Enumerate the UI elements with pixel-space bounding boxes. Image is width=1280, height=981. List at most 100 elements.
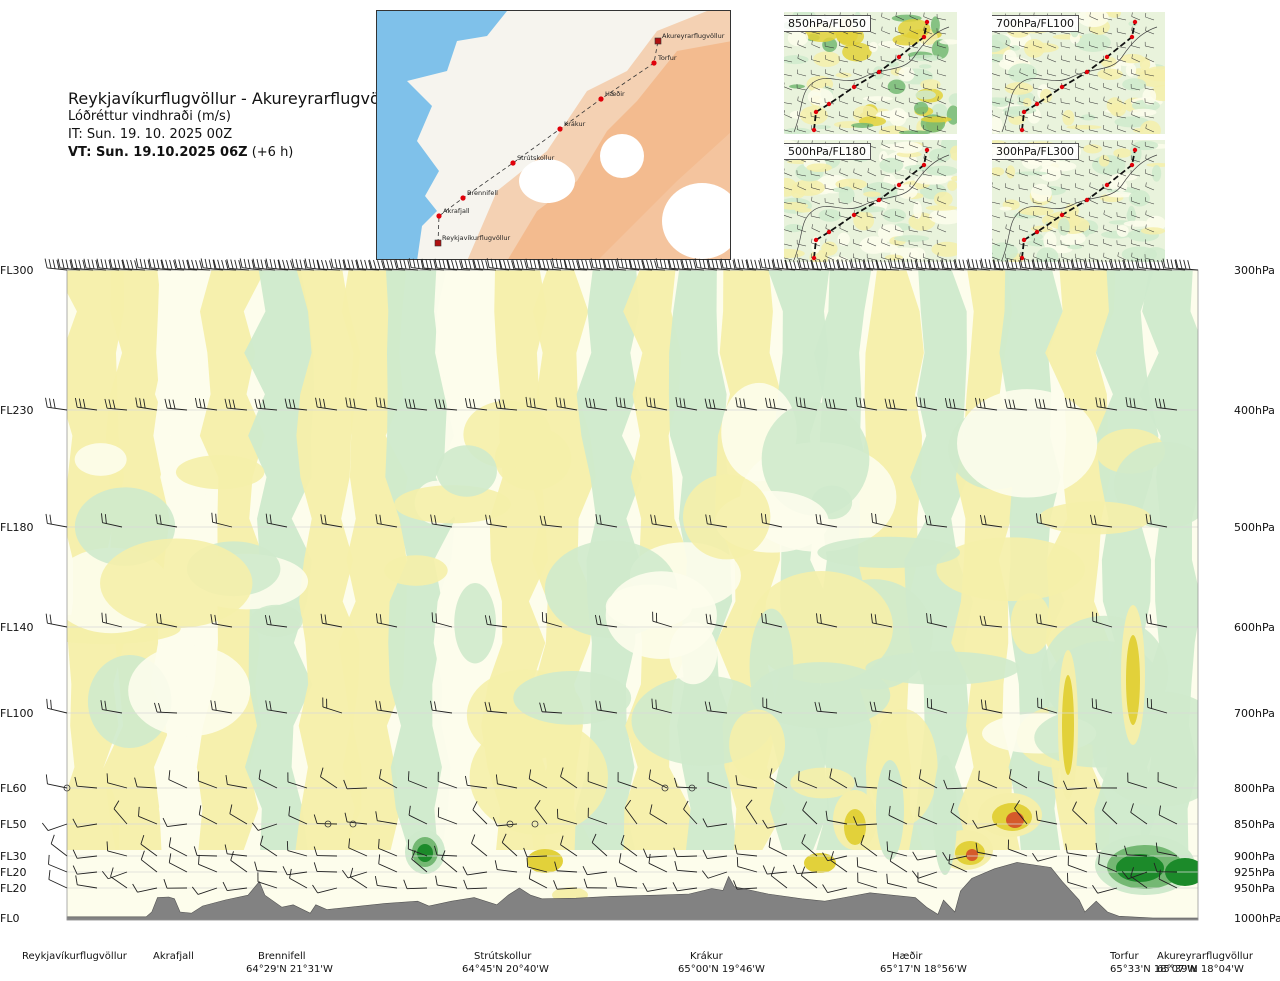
wind-barb (837, 259, 861, 271)
waypoint-label: Torfur (657, 54, 677, 62)
mini-wind-barb (895, 196, 905, 205)
mini-wind-barb (1131, 252, 1141, 261)
mini-wind-barb (937, 41, 947, 49)
field-cell (761, 402, 870, 516)
mini-wind-barb (1032, 126, 1043, 133)
mini-wind-barb (923, 182, 933, 191)
wind-barb (1162, 258, 1186, 271)
station-coord: 65°00'N 19°46'W (678, 964, 765, 975)
mini-wind-barb (1018, 184, 1029, 191)
mini-wind-barb (1117, 182, 1127, 191)
mini-route-line (813, 149, 928, 259)
mini-wind-barb (867, 96, 877, 105)
mini-wind-barb (937, 224, 947, 233)
y-tick-left: FL0 (0, 912, 19, 925)
wind-barb (734, 844, 758, 857)
calm-circle (63, 784, 71, 792)
mini-map-cell (875, 243, 899, 253)
mini-wind-barb (1103, 27, 1113, 35)
wind-barb (587, 807, 608, 825)
mini-wind-barb (810, 97, 821, 105)
mini-map-cell (1098, 155, 1110, 167)
wind-barb (735, 775, 758, 789)
wind-barb (616, 258, 640, 271)
mini-map-cell (1114, 116, 1150, 128)
mini-wind-barb (1103, 141, 1113, 149)
mini-wind-barb (811, 55, 821, 63)
mini-waypoint (826, 229, 832, 235)
wind-barb (200, 258, 224, 271)
mini-wind-barb (937, 168, 947, 177)
mini-wind-barb (1005, 96, 1015, 105)
mini-map-cell (913, 101, 929, 115)
wind-barb (801, 834, 818, 857)
wind-barb (1097, 259, 1121, 271)
mini-wind-barb (1060, 98, 1071, 105)
mini-wind-barb (937, 125, 947, 133)
wind-barb (154, 702, 178, 714)
wind-barb (122, 259, 146, 271)
mini-wind-barb (1005, 125, 1015, 133)
mini-map-300-label: 300hPa/FL300 (992, 143, 1080, 160)
mini-wind-barb (923, 197, 933, 205)
waypoint-marker (460, 195, 466, 201)
mini-wind-barb (853, 55, 863, 63)
mini-route-line (1021, 21, 1136, 131)
mini-map-cell (1002, 49, 1017, 66)
station-coord: 64°45'N 20°40'W (462, 964, 549, 975)
wind-barb (701, 870, 728, 879)
wind-barb (1136, 258, 1160, 271)
wind-barb (950, 802, 968, 825)
wind-barb (1145, 613, 1168, 628)
wind-barb (889, 851, 908, 873)
y-tick-right: 800hPa (1234, 782, 1275, 795)
mini-wind-barb (866, 253, 877, 261)
cross-section-chart: FL300 FL230 FL180 FL140 FL100 FL60 FL50 FL30 FL2… (0, 258, 1280, 925)
wind-barb (1062, 780, 1088, 790)
mini-wind-barb (909, 154, 919, 163)
field-cell (384, 555, 448, 586)
mini-wind-barb (867, 111, 877, 119)
mini-wind-barb (838, 198, 849, 205)
mini-wind-barb (853, 225, 863, 233)
wind-barb (1004, 398, 1028, 411)
mini-wind-barb (797, 111, 807, 119)
mini-wind-barb (1145, 182, 1155, 191)
wind-barb (72, 818, 98, 828)
mini-map-cell (930, 16, 940, 35)
wind-barb (681, 259, 705, 271)
mini-wind-barb (1047, 211, 1057, 219)
mini-wind-barb (839, 124, 849, 133)
station-name: Strútskollur (474, 951, 532, 962)
vertical-velocity-field (67, 270, 1198, 920)
wind-barb (375, 514, 398, 528)
wind-barb (603, 259, 627, 271)
mini-wind-barb (1074, 239, 1085, 247)
field-cell (513, 671, 632, 725)
wind-barb (284, 398, 308, 411)
wind-barb (1019, 258, 1043, 271)
wind-barb (811, 259, 835, 271)
wind-barb (191, 886, 218, 895)
mini-wind-barb (1033, 252, 1043, 261)
mini-map-cell (853, 210, 875, 231)
mini-wind-barb (867, 197, 877, 205)
mini-waypoint (826, 101, 832, 107)
wind-barb (225, 774, 248, 789)
wind-barb (382, 259, 406, 271)
mini-map-cell (1077, 12, 1109, 28)
mini-wind-barb (1131, 239, 1141, 247)
mini-wind-barb (1103, 111, 1113, 119)
wind-barb (1067, 872, 1088, 889)
wind-barb (814, 701, 838, 714)
wind-barb (72, 865, 98, 875)
mini-wind-barb (825, 55, 835, 63)
mini-wind-barb (1019, 97, 1029, 105)
wind-barb (918, 806, 938, 825)
mini-waypoint (896, 54, 902, 60)
mini-wind-barb (1032, 198, 1043, 205)
wind-barb (795, 396, 818, 411)
mini-wind-barb (1131, 211, 1141, 219)
mini-wind-barb (1033, 68, 1043, 77)
mini-wind-barb (1116, 27, 1127, 35)
